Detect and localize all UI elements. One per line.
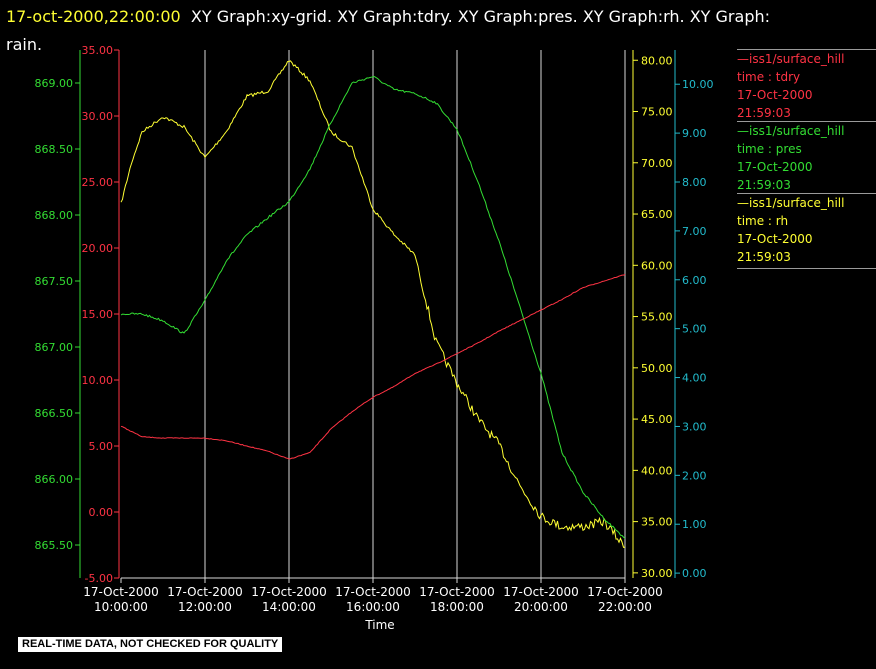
tdry-tick-label: 25.00	[82, 176, 114, 189]
rh-tick-label: 55.00	[641, 311, 673, 324]
rh-tick-label: 35.00	[641, 516, 673, 529]
legend-series-var: time : tdry	[737, 70, 801, 84]
legend-entry-pres: —iss1/surface_hill time : pres 17-Oct-20…	[737, 121, 876, 194]
rain-tick-label: 0.00	[682, 567, 707, 580]
tdry-tick-label: 35.00	[82, 44, 114, 57]
x-tick-label-date: 17-Oct-2000	[503, 585, 579, 599]
rain-tick-label: 1.00	[682, 518, 707, 531]
x-tick-label-date: 17-Oct-2000	[419, 585, 495, 599]
legend-series-date: 17-Oct-2000	[737, 160, 813, 174]
rain-tick-label: 3.00	[682, 420, 707, 433]
rh-tick-label: 75.00	[641, 106, 673, 119]
header-titles-cont: rain.	[6, 35, 43, 54]
legend-series-time: 21:59:03	[737, 178, 791, 192]
rain-tick-label: 5.00	[682, 323, 707, 336]
x-tick-label-time: 14:00:00	[262, 600, 316, 614]
quality-disclaimer: REAL-TIME DATA, NOT CHECKED FOR QUALITY	[18, 637, 283, 652]
x-tick-label-time: 12:00:00	[178, 600, 232, 614]
series-line-pres	[120, 76, 626, 539]
rh-tick-label: 40.00	[641, 464, 673, 477]
pres-tick-label: 867.00	[35, 341, 74, 354]
rain-tick-label: 6.00	[682, 274, 707, 287]
x-tick-label-date: 17-Oct-2000	[83, 585, 159, 599]
rain-tick-label: 9.00	[682, 127, 707, 140]
header-titles: XY Graph:xy-grid. XY Graph:tdry. XY Grap…	[190, 7, 770, 26]
tdry-tick-label: -5.00	[85, 572, 113, 585]
rh-tick-label: 50.00	[641, 362, 673, 375]
tdry-tick-label: 30.00	[82, 110, 114, 123]
legend-series-time: 21:59:03	[737, 106, 791, 120]
x-axis-label: Time	[364, 618, 394, 632]
legend-series-name: —iss1/surface_hill	[737, 196, 845, 210]
tdry-tick-label: 15.00	[82, 308, 114, 321]
rh-tick-label: 70.00	[641, 157, 673, 170]
rh-tick-label: 60.00	[641, 259, 673, 272]
legend-series-name: —iss1/surface_hill	[737, 52, 845, 66]
header-timestamp: 17-oct-2000,22:00:00	[6, 7, 181, 26]
tdry-tick-label: 10.00	[82, 374, 114, 387]
chart-header: 17-oct-2000,22:00:00 XY Graph:xy-grid. X…	[6, 3, 866, 59]
rh-tick-label: 30.00	[641, 567, 673, 580]
tdry-tick-label: 20.00	[82, 242, 114, 255]
legend-series-date: 17-Oct-2000	[737, 232, 813, 246]
tdry-tick-label: 5.00	[89, 440, 114, 453]
rain-tick-label: 2.00	[682, 469, 707, 482]
x-tick-label-date: 17-Oct-2000	[587, 585, 663, 599]
x-tick-label-date: 17-Oct-2000	[251, 585, 327, 599]
rh-tick-label: 65.00	[641, 208, 673, 221]
legend-entry-rh: —iss1/surface_hill time : rh 17-Oct-2000…	[737, 193, 876, 269]
rh-tick-label: 45.00	[641, 413, 673, 426]
rh-tick-label: 80.00	[641, 54, 673, 67]
rain-tick-label: 10.00	[682, 78, 714, 91]
legend-entry-tdry: —iss1/surface_hill time : tdry 17-Oct-20…	[737, 49, 876, 122]
pres-tick-label: 868.50	[35, 143, 74, 156]
legend-series-var: time : pres	[737, 142, 802, 156]
pres-tick-label: 865.50	[35, 539, 74, 552]
series-line-rh	[120, 60, 626, 548]
legend-series-time: 21:59:03	[737, 250, 791, 264]
tdry-tick-label: 0.00	[89, 506, 114, 519]
x-tick-label-date: 17-Oct-2000	[167, 585, 243, 599]
rain-tick-label: 8.00	[682, 176, 707, 189]
legend-series-date: 17-Oct-2000	[737, 88, 813, 102]
x-tick-label-time: 22:00:00	[598, 600, 652, 614]
x-tick-label-time: 18:00:00	[430, 600, 484, 614]
pres-tick-label: 866.50	[35, 407, 74, 420]
pres-tick-label: 868.00	[35, 209, 74, 222]
legend-rule	[737, 193, 876, 194]
x-tick-label-time: 16:00:00	[346, 600, 400, 614]
pres-tick-label: 867.50	[35, 275, 74, 288]
pres-tick-label: 866.00	[35, 473, 74, 486]
pres-tick-label: 869.00	[35, 77, 74, 90]
x-tick-label-date: 17-Oct-2000	[335, 585, 411, 599]
legend-rule	[737, 49, 876, 50]
legend-rule	[737, 268, 876, 269]
rain-tick-label: 7.00	[682, 225, 707, 238]
x-tick-label-time: 10:00:00	[94, 600, 148, 614]
series-line-tdry	[120, 273, 626, 460]
legend-rule	[737, 121, 876, 122]
x-tick-label-time: 20:00:00	[514, 600, 568, 614]
legend-series-var: time : rh	[737, 214, 789, 228]
rain-tick-label: 4.00	[682, 372, 707, 385]
legend-series-name: —iss1/surface_hill	[737, 124, 845, 138]
